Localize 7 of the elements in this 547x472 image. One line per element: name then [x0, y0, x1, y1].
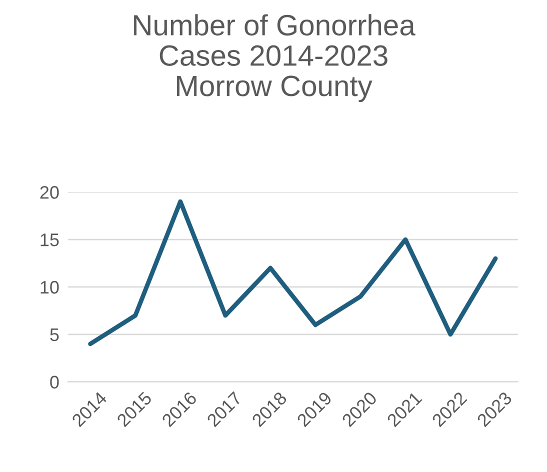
y-tick-label: 15: [40, 234, 59, 246]
chart-title: Number of Gonorrhea Cases 2014-2023 Morrow County: [134, 14, 416, 102]
y-tick-label: 0: [50, 376, 59, 389]
y-tick-label: 20: [40, 186, 59, 199]
line-series: [88, 199, 498, 346]
y-tick-label: 10: [40, 280, 59, 294]
y-tick-label: 5: [50, 328, 59, 342]
